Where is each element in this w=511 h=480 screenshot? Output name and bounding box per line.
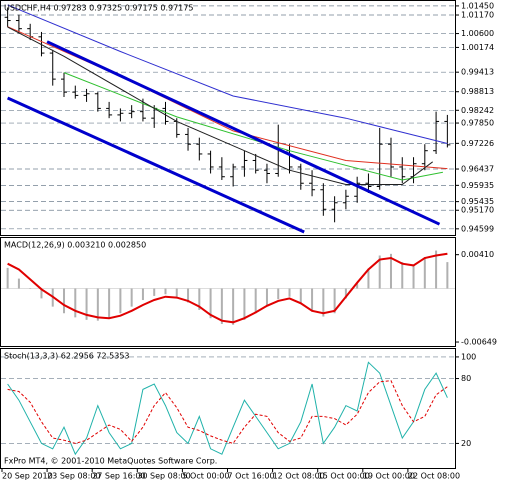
macd-bar <box>209 288 212 319</box>
trend-line <box>6 96 305 234</box>
macd-bar <box>344 288 347 299</box>
y-tick-label: 0.97226 <box>461 139 494 148</box>
x-tick-label: 7 Oct 16:00 <box>228 472 275 480</box>
moving-average <box>7 4 448 144</box>
macd-bar <box>232 288 235 325</box>
y-tick-label: 0.98813 <box>461 87 494 96</box>
macd-bar <box>299 288 302 304</box>
macd-bar <box>130 288 133 307</box>
macd-bar <box>119 288 122 314</box>
y-tick-label: 1.01450 <box>461 1 494 10</box>
macd-bar <box>96 288 99 321</box>
macd-bar <box>40 288 43 299</box>
panel-title: USDCHF,H4 0.97283 0.97325 0.97175 0.9717… <box>4 4 193 13</box>
macd-bar <box>423 257 426 289</box>
macd-bar <box>198 288 201 310</box>
y-tick-label: 0.00410 <box>461 250 494 259</box>
y-tick-label: 0.96437 <box>461 165 494 174</box>
macd-bar <box>63 288 66 314</box>
price-panel <box>0 0 456 236</box>
macd-bar <box>187 288 190 303</box>
y-tick-label: 80 <box>461 374 471 383</box>
macd-bar <box>243 288 246 320</box>
y-tick-label: 1.00174 <box>461 43 494 52</box>
signal-line <box>7 252 448 324</box>
moving-average <box>7 26 433 185</box>
y-tick-label: 0.99413 <box>461 68 494 77</box>
macd-bar <box>446 262 449 289</box>
macd-bar <box>85 288 88 320</box>
macd-bar <box>141 288 144 301</box>
macd-bar <box>333 288 336 314</box>
macd-bar <box>108 288 111 319</box>
macd-bar <box>401 262 404 289</box>
stoch-panel <box>0 348 456 469</box>
macd-bar <box>367 268 370 289</box>
macd-bar <box>435 250 438 289</box>
macd-bar <box>17 278 20 289</box>
y-tick-label: 20 <box>461 439 471 448</box>
macd-bar <box>412 265 415 289</box>
y-tick-label: 0.98242 <box>461 106 494 115</box>
y-tick-label: 100 <box>461 352 476 361</box>
y-tick-label: 1.01170 <box>461 11 494 20</box>
y-tick-label: 0.95170 <box>461 206 494 215</box>
stoch-signal <box>7 380 448 444</box>
macd-bar <box>311 288 314 312</box>
y-tick-label: 1.00600 <box>461 29 494 38</box>
x-tick-label: 19 Oct 00:00 <box>363 472 415 480</box>
macd-bar <box>6 267 9 289</box>
panel-title: MACD(12,26,9) 0.003210 0.002850 <box>4 241 146 250</box>
copyright: FxPro MT4, © 2001-2010 MetaQuotes Softwa… <box>4 457 217 466</box>
x-tick-label: 15 Oct 00:00 <box>318 472 370 480</box>
y-tick-label: 0.95935 <box>461 181 494 190</box>
stoch-main <box>7 361 448 456</box>
macd-bar <box>254 288 257 314</box>
trend-line <box>46 40 441 226</box>
x-tick-label: 23 Sep 08:00 <box>47 472 100 480</box>
macd-bar <box>74 288 77 318</box>
macd-bar <box>265 288 268 306</box>
y-tick-label: 0.95435 <box>461 197 494 206</box>
macd-bar <box>322 288 325 317</box>
y-tick-label: 0.97850 <box>461 119 494 128</box>
macd-bar <box>356 283 359 289</box>
macd-bar <box>175 288 178 297</box>
x-tick-label: 12 Oct 08:00 <box>273 472 325 480</box>
y-tick-label: 0.94599 <box>461 224 494 233</box>
macd-bar <box>389 253 392 289</box>
panel-title: Stoch(13,3,3) 62.2956 72.5353 <box>4 352 130 361</box>
y-tick-label: -0.00649 <box>461 338 497 347</box>
x-tick-label: 30 Sep 08:00 <box>137 472 190 480</box>
macd-bar <box>288 288 291 297</box>
macd-bar <box>220 288 223 324</box>
x-tick-label: 27 Sep 16:00 <box>92 472 145 480</box>
macd-bar <box>164 288 167 295</box>
x-tick-label: 20 Sep 2010 <box>2 472 53 480</box>
x-tick-label: 22 Oct 08:00 <box>408 472 460 480</box>
macd-bar <box>277 288 280 300</box>
macd-panel <box>0 237 456 347</box>
macd-bar <box>29 288 32 289</box>
x-tick-label: 5 Oct 00:00 <box>182 472 229 480</box>
macd-bar <box>153 288 156 296</box>
macd-bar <box>378 255 381 289</box>
moving-average <box>63 72 443 181</box>
